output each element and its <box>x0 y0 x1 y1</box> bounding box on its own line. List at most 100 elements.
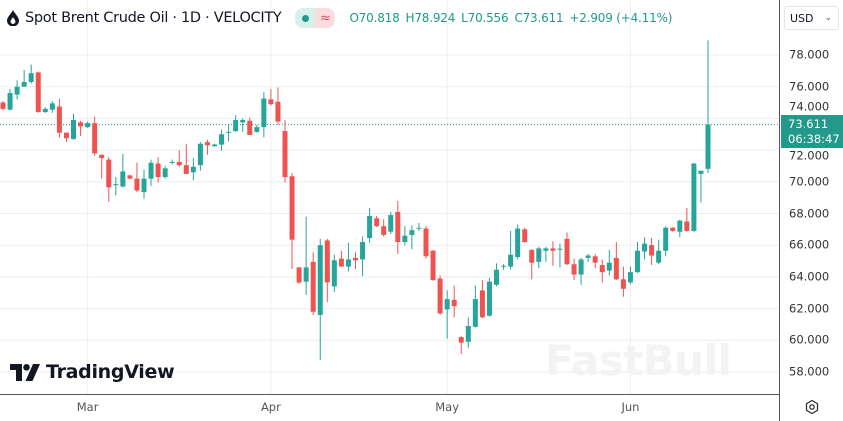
candle <box>670 226 676 232</box>
candle-body <box>63 132 69 139</box>
candle-body <box>254 127 260 132</box>
candle <box>458 336 464 354</box>
candle <box>642 237 648 260</box>
candle-body <box>261 98 267 128</box>
candle <box>14 80 20 100</box>
candle-body <box>219 134 225 145</box>
candle <box>557 243 563 268</box>
candle-body <box>430 250 436 281</box>
candle <box>571 258 577 281</box>
candle <box>127 174 133 180</box>
candle-body <box>550 248 556 251</box>
price-tick-label: 70.000 <box>789 174 830 189</box>
candle <box>226 124 232 142</box>
candle <box>35 71 41 113</box>
candles <box>0 40 711 361</box>
candle-body <box>42 108 48 113</box>
candle <box>183 143 189 174</box>
candle-body <box>99 154 105 159</box>
market-open-dot-icon[interactable] <box>295 8 316 28</box>
candle <box>99 154 105 179</box>
candle <box>338 250 344 267</box>
candle <box>331 254 337 292</box>
settings-gear-icon[interactable] <box>804 399 820 415</box>
candle <box>705 40 711 173</box>
candle-body <box>0 102 6 109</box>
candle <box>268 89 274 106</box>
candle <box>233 115 239 132</box>
candle-body <box>204 142 210 146</box>
candle-body <box>106 159 112 188</box>
currency-select[interactable]: USD ⌄ <box>784 6 839 30</box>
price-tick-label: 72.000 <box>789 148 830 163</box>
price-tick-label: 78.000 <box>789 47 830 62</box>
candle-body <box>515 228 521 258</box>
candle-body <box>663 227 669 251</box>
candle <box>7 89 13 111</box>
candle <box>289 173 295 269</box>
candle <box>219 129 225 151</box>
candle <box>148 159 154 186</box>
tradingview-logo-icon <box>10 363 40 381</box>
candle <box>635 242 640 273</box>
candle <box>395 200 401 254</box>
candle-body <box>134 178 140 191</box>
candle <box>649 238 655 266</box>
candle <box>444 290 450 339</box>
candle <box>465 317 471 349</box>
candle-body <box>240 119 246 123</box>
ohlc-values: O70.818 H78.924 L70.556 C73.611 +2.909 (… <box>349 11 672 25</box>
candle <box>381 219 387 237</box>
candle <box>592 253 598 269</box>
candle <box>409 225 415 250</box>
candle <box>63 132 69 143</box>
candle-body <box>275 101 281 122</box>
candle <box>663 226 669 257</box>
candle-body <box>677 220 683 232</box>
candle-body <box>289 176 295 240</box>
grid-lines <box>0 0 780 394</box>
candle <box>486 277 492 317</box>
candle <box>176 150 182 167</box>
candle-body <box>162 168 168 178</box>
price-tick-label: 64.000 <box>789 269 830 284</box>
candle-body <box>486 281 492 316</box>
candle-body <box>691 163 697 231</box>
price-tick-label: 68.000 <box>789 206 830 220</box>
tradingview-logo-text: TradingView <box>46 361 175 383</box>
approx-icon[interactable]: ≈ <box>315 8 336 28</box>
candle <box>578 257 584 285</box>
candle <box>691 162 697 232</box>
candle-body <box>212 144 217 147</box>
candle-body <box>247 120 253 136</box>
candle <box>254 124 260 133</box>
close-value: C73.611 <box>514 11 564 25</box>
candle <box>162 165 168 179</box>
candle <box>113 177 119 196</box>
candle <box>21 70 27 87</box>
candle-body <box>458 337 464 343</box>
time-tick-label: Mar <box>76 400 99 414</box>
candle-body <box>501 265 507 267</box>
candle-body <box>71 119 76 140</box>
candle-body <box>155 163 161 178</box>
symbol-title[interactable]: Spot Brent Crude Oil · 1D · VELOCITY <box>25 10 282 26</box>
change-value: +2.909 (+4.11%) <box>569 11 673 25</box>
candle <box>479 280 485 319</box>
price-tick-label: 74.000 <box>789 99 830 114</box>
tradingview-logo[interactable]: TradingView <box>10 361 175 383</box>
candle <box>402 226 408 246</box>
candle <box>49 100 55 113</box>
candle-body <box>282 131 288 178</box>
candle <box>261 92 267 138</box>
candle <box>416 223 422 231</box>
candle-body <box>345 259 351 267</box>
candle-body <box>28 73 34 82</box>
time-tick-label: Jun <box>621 400 640 414</box>
candle-body <box>437 278 443 314</box>
candle-body <box>543 248 549 251</box>
candle-body <box>529 249 535 263</box>
candle <box>360 236 366 277</box>
price-tick-label: 60.000 <box>789 332 830 347</box>
